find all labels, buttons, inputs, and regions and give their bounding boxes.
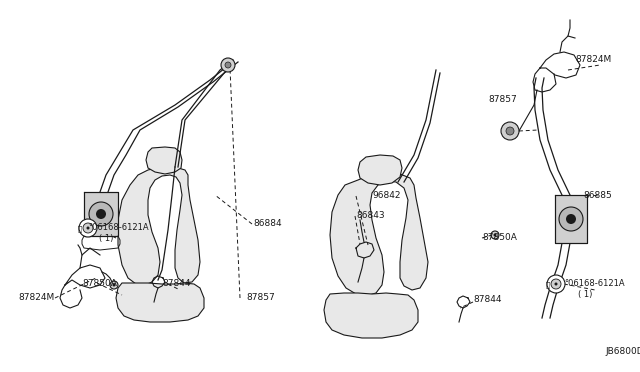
Circle shape (554, 282, 557, 285)
Text: Ⓑ: Ⓑ (78, 226, 82, 232)
Text: ( 1): ( 1) (578, 289, 593, 298)
Circle shape (551, 279, 561, 289)
Circle shape (96, 209, 106, 219)
Polygon shape (358, 155, 402, 185)
Circle shape (79, 219, 97, 237)
Text: 87844: 87844 (162, 279, 191, 289)
Text: ( 1): ( 1) (99, 234, 113, 243)
Text: 87824M: 87824M (575, 55, 611, 64)
Circle shape (86, 227, 90, 230)
Text: 96842: 96842 (372, 192, 401, 201)
Text: 86885: 86885 (583, 192, 612, 201)
Polygon shape (118, 167, 200, 285)
Polygon shape (146, 147, 182, 174)
Circle shape (501, 122, 519, 140)
Text: 87857: 87857 (246, 294, 275, 302)
Polygon shape (324, 293, 418, 338)
Circle shape (83, 223, 93, 233)
Text: 87850A: 87850A (482, 234, 517, 243)
Circle shape (110, 281, 118, 289)
Circle shape (566, 214, 576, 224)
Text: 86884: 86884 (253, 219, 282, 228)
Circle shape (506, 127, 514, 135)
Text: 87844: 87844 (473, 295, 502, 305)
Text: °06168-6121A: °06168-6121A (564, 279, 625, 289)
Polygon shape (116, 283, 204, 322)
Text: 87850A: 87850A (82, 279, 117, 289)
Text: 87857: 87857 (488, 96, 516, 105)
Polygon shape (330, 173, 428, 296)
Bar (555, 195, 587, 243)
Text: °06168-6121A: °06168-6121A (88, 224, 148, 232)
Text: Ⓑ: Ⓑ (546, 282, 550, 288)
Circle shape (559, 207, 583, 231)
Circle shape (89, 202, 113, 226)
Circle shape (221, 58, 235, 72)
Text: 86843: 86843 (356, 212, 385, 221)
Circle shape (225, 62, 231, 68)
Text: 87824M: 87824M (19, 294, 55, 302)
Text: JB6800DB: JB6800DB (605, 347, 640, 356)
Circle shape (547, 275, 565, 293)
Bar (84, 192, 118, 236)
Circle shape (113, 283, 115, 286)
Circle shape (491, 231, 499, 239)
Circle shape (493, 234, 497, 237)
